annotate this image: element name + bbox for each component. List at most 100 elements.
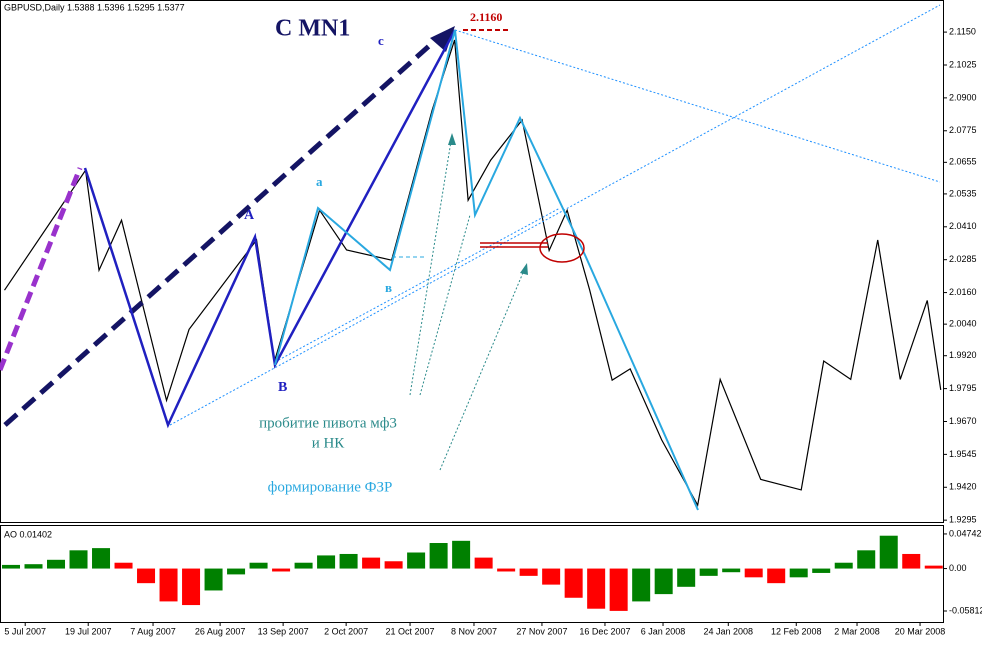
ao-bar — [564, 568, 583, 598]
main-pane — [0, 0, 944, 523]
ao-bar — [789, 568, 808, 578]
ao-bar — [699, 568, 718, 576]
ao-bar — [47, 559, 66, 569]
overlay — [0, 4, 941, 511]
ao-bar — [429, 543, 448, 569]
y-tick-label: 1.9795 — [949, 383, 977, 393]
ao-bar — [317, 555, 336, 569]
y-tick-label: 1.9920 — [949, 350, 977, 360]
wave-line — [83, 29, 457, 429]
y-tick-label: 1.9295 — [949, 515, 977, 525]
ao-bar — [902, 553, 921, 569]
annotation: A — [244, 208, 255, 223]
ao-bar — [69, 550, 88, 569]
y-tick-label: 2.0410 — [949, 221, 977, 231]
x-tick-label: 7 Aug 2007 — [130, 626, 176, 636]
ao-bar — [767, 568, 786, 584]
ao-bar — [519, 568, 538, 576]
ao-bar — [137, 568, 156, 584]
annotation: и НК — [312, 435, 346, 451]
annotation: B — [278, 380, 287, 395]
x-tick-label: 2 Mar 2008 — [834, 626, 880, 636]
annotation: 2.1160 — [470, 10, 502, 24]
y-tick-label: 2.0160 — [949, 287, 977, 297]
y-tick-label: 1.9545 — [949, 449, 977, 459]
wave-line — [0, 167, 83, 371]
pointer — [439, 267, 526, 471]
x-tick-label: 26 Aug 2007 — [195, 626, 246, 636]
ao-bar — [339, 553, 358, 569]
x-tick-label: 27 Nov 2007 — [516, 626, 567, 636]
price-line — [4, 39, 942, 507]
x-tick-label: 5 Jul 2007 — [4, 626, 46, 636]
x-tick-label: 13 Sep 2007 — [258, 626, 309, 636]
y-tick-label: 1.9420 — [949, 482, 977, 492]
ao-bar — [834, 562, 853, 569]
ao-bar — [24, 564, 43, 569]
ao-bar — [92, 548, 111, 569]
ao-bar — [114, 562, 133, 569]
ao-bar — [182, 568, 201, 606]
x-tick-label: 16 Dec 2007 — [579, 626, 630, 636]
ao-bar — [407, 552, 426, 569]
ao-bar — [362, 557, 381, 569]
ao-bar — [497, 568, 516, 572]
ao-bar — [924, 565, 943, 569]
annotation: формирование ФЗР — [268, 479, 393, 495]
x-tick-label: 12 Feb 2008 — [771, 626, 822, 636]
y-tick-label: 2.0040 — [949, 319, 977, 329]
ao-bar — [2, 564, 21, 569]
ao-bar — [452, 540, 471, 569]
trend-line — [274, 207, 561, 363]
ao-bar — [272, 568, 291, 572]
y-tick-label: 2.0535 — [949, 188, 977, 198]
ao-bar — [609, 568, 628, 611]
y-tick-label: 2.0775 — [949, 125, 977, 135]
ao-bar — [677, 568, 696, 587]
ao-bar — [474, 557, 493, 569]
y-tick-label: 2.1025 — [949, 59, 977, 69]
annotation: пробитие пивота мф3 — [259, 415, 397, 431]
ao-bar — [159, 568, 178, 602]
y-tick-label: 2.0655 — [949, 157, 977, 167]
y-tick-label: 0.04742 — [949, 528, 982, 538]
ao-bar — [654, 568, 673, 595]
trend-line — [454, 29, 941, 183]
pointer — [419, 214, 471, 396]
ao-bar — [722, 568, 741, 573]
ao-bar — [294, 562, 313, 569]
arrow-head — [520, 263, 528, 275]
x-tick-label: 24 Jan 2008 — [704, 626, 754, 636]
x-tick-label: 6 Jan 2008 — [641, 626, 686, 636]
x-tick-label: 2 Oct 2007 — [324, 626, 368, 636]
ao-bar — [857, 550, 876, 569]
ao-bar — [227, 568, 246, 575]
x-tick-label: 21 Oct 2007 — [386, 626, 435, 636]
ao-bar — [632, 568, 651, 602]
annotation: a — [316, 174, 323, 189]
highlight — [539, 233, 585, 263]
y-tick-label: 2.0285 — [949, 254, 977, 264]
y-tick-label: 2.0900 — [949, 92, 977, 102]
chart-title: GBPUSD,Daily 1.5388 1.5396 1.5295 1.5377 — [4, 2, 185, 12]
ao-bar — [249, 562, 268, 569]
wave-line — [3, 36, 440, 427]
ao-bar — [812, 568, 831, 573]
ao-bar — [542, 568, 561, 585]
indicator-title: AO 0.01402 — [4, 529, 52, 539]
annotation: в — [385, 280, 392, 295]
x-tick-label: 19 Jul 2007 — [65, 626, 112, 636]
arrow-head — [430, 26, 455, 52]
y-tick-label: 1.9670 — [949, 416, 977, 426]
y-tick-label: -0.05812 — [949, 605, 982, 615]
ao-bar — [204, 568, 223, 591]
ao-bar — [587, 568, 606, 609]
ao-bar — [744, 568, 763, 578]
x-tick-label: 20 Mar 2008 — [895, 626, 946, 636]
annotation: c — [378, 33, 384, 48]
y-tick-label: 2.1150 — [949, 26, 976, 36]
indicator-pane — [0, 525, 944, 623]
x-tick-label: 8 Nov 2007 — [451, 626, 497, 636]
